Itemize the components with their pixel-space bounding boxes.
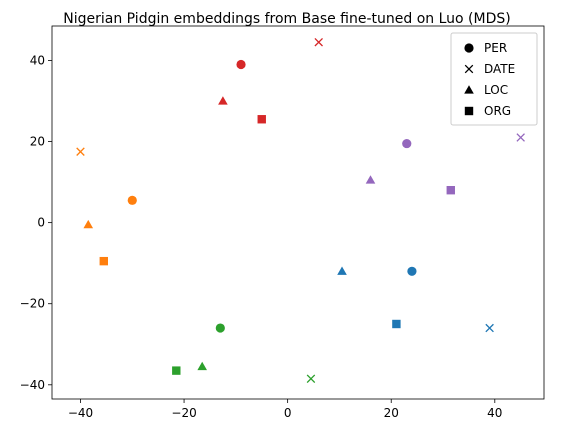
data-point-red-x [314,37,323,47]
legend-marker-per [464,43,474,53]
x-tick-label: 40 [487,406,502,420]
data-point-purple-x [516,133,525,142]
data-point-purple-circle [402,138,412,149]
data-point-purple-square [446,186,455,195]
data-point-red-square [257,115,266,124]
data-point-blue-circle [407,266,417,276]
data-point-orange-square [99,256,108,266]
data-point-orange-circle [127,195,137,205]
data-point-blue-x [485,323,494,333]
legend: PER DATE LOC ORG [450,32,538,126]
legend-box [450,32,538,126]
data-point-green-circle [215,323,225,333]
legend-marker-loc [464,85,474,94]
y-tick-label: 20 [30,135,45,149]
legend-marker-org [464,106,474,116]
legend-label-per: PER [484,41,507,55]
data-point-orange-x [76,147,85,156]
y-tick-label: 40 [30,53,45,67]
data-point-blue-square [392,319,401,329]
x-tick-label: −40 [68,406,93,420]
y-tick-label: −20 [20,297,45,311]
data-point-green-square [172,366,181,375]
axes-frame [51,25,545,400]
data-point-purple-triangle [365,175,376,184]
x-tick-label: 20 [384,406,399,420]
y-tick-label: −40 [20,378,45,392]
data-point-green-x [306,374,316,383]
y-tick-label: 0 [37,216,45,230]
legend-label-loc: LOC [484,83,508,97]
data-point-green-triangle [197,361,207,371]
data-point-blue-triangle [337,266,347,275]
legend-label-date: DATE [484,62,515,76]
data-point-red-circle [236,59,246,70]
chart-title: Nigerian Pidgin embeddings from Base fin… [63,11,510,27]
data-point-red-triangle [218,96,228,105]
plot-area [76,37,525,383]
legend-marker-date [464,64,474,74]
axis-ticks: −40 −20 0 20 40 −40 −20 0 20 40 [20,53,503,420]
data-point-orange-triangle [83,219,94,229]
x-tick-label: 0 [284,406,292,420]
x-tick-label: −20 [171,406,196,420]
legend-label-org: ORG [484,104,511,118]
